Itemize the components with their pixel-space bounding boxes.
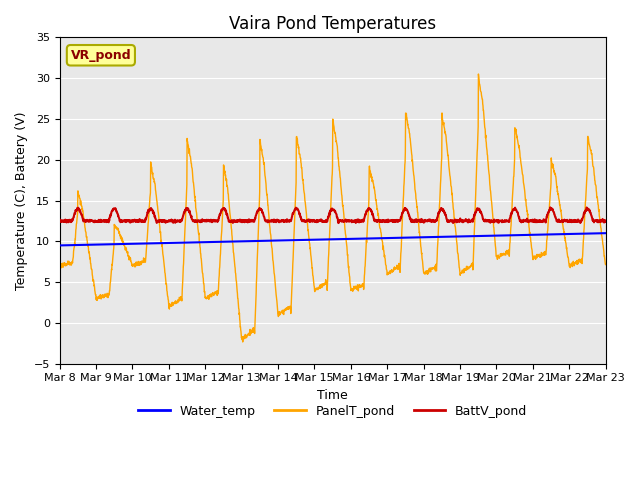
Text: VR_pond: VR_pond — [70, 49, 131, 62]
Legend: Water_temp, PanelT_pond, BattV_pond: Water_temp, PanelT_pond, BattV_pond — [133, 400, 532, 423]
Y-axis label: Temperature (C), Battery (V): Temperature (C), Battery (V) — [15, 111, 28, 290]
X-axis label: Time: Time — [317, 389, 348, 402]
Title: Vaira Pond Temperatures: Vaira Pond Temperatures — [229, 15, 436, 33]
